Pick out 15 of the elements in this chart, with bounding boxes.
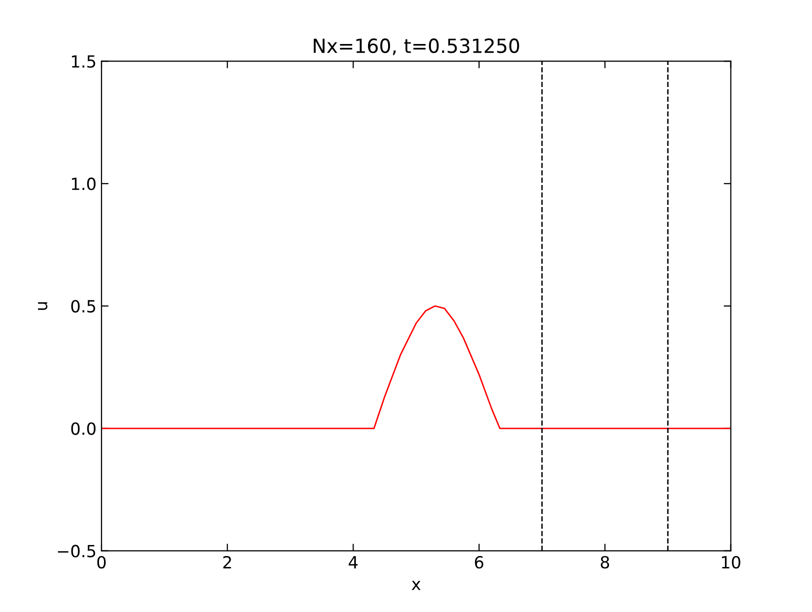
y-axis-title: u [38,302,48,310]
x-axis-title: x [412,580,421,590]
x-tick-label: 2 [223,556,231,568]
y-tick-label: 0.0 [71,422,96,435]
line-series [102,305,731,430]
chart-title: Nx=160, t=0.531250 [314,38,520,56]
y-tick-label: 1.5 [72,55,96,68]
y-tick-label: −0.5 [58,544,96,558]
y-tick-label: 0.5 [71,300,96,313]
x-tick-label: 0 [97,556,106,569]
x-tick-label: 4 [348,556,358,568]
x-tick-label: 6 [474,556,484,569]
x-tick-label: 10 [722,556,740,569]
y-tick-label: 1.0 [72,178,96,190]
x-tick-label: 8 [600,556,610,569]
